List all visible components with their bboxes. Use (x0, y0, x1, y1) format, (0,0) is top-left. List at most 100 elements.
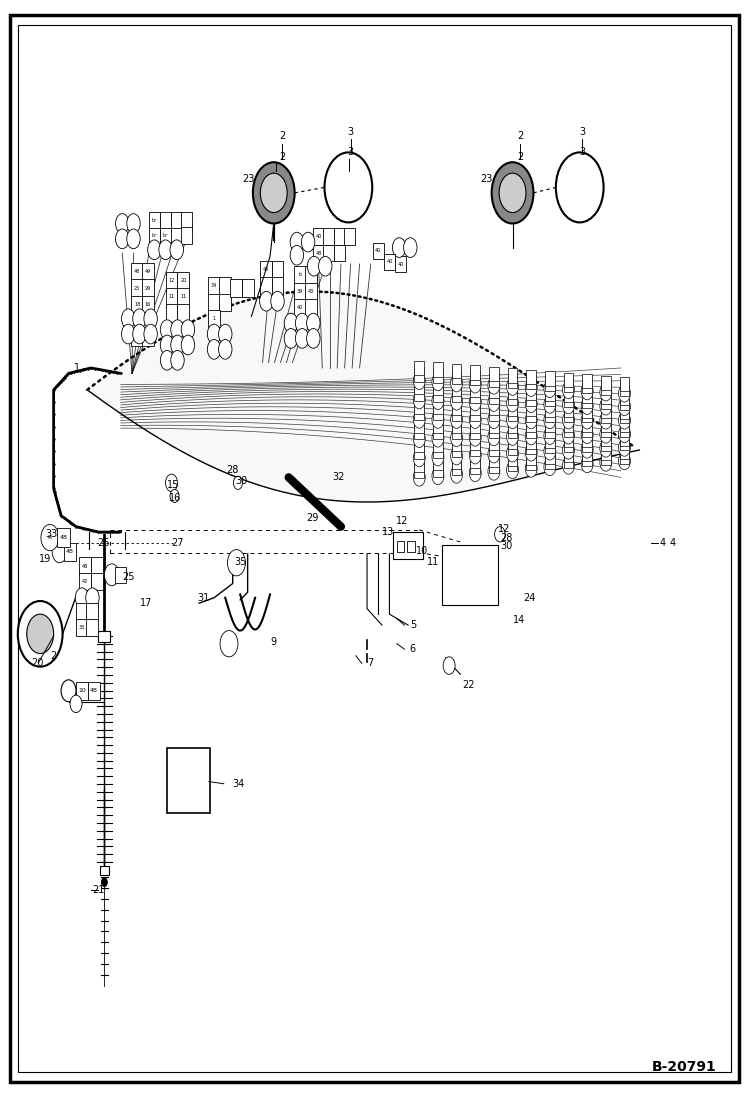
Circle shape (544, 427, 556, 444)
Bar (178, 272, 189, 290)
Text: 35: 35 (234, 556, 246, 567)
Circle shape (506, 395, 518, 412)
Bar (452, 419, 461, 433)
Circle shape (159, 240, 172, 260)
Bar (414, 438, 424, 452)
Bar (142, 329, 154, 346)
Circle shape (581, 426, 593, 443)
Circle shape (133, 325, 146, 343)
Bar (64, 543, 76, 561)
Circle shape (432, 392, 444, 409)
Circle shape (290, 233, 303, 252)
Bar (261, 261, 273, 279)
Circle shape (306, 329, 320, 348)
Bar (489, 453, 499, 467)
Text: 24: 24 (524, 592, 536, 602)
Text: 40: 40 (263, 267, 270, 272)
Bar (142, 280, 154, 297)
Bar (508, 407, 518, 421)
Circle shape (600, 426, 612, 443)
Bar (545, 433, 555, 448)
Bar (294, 267, 306, 284)
Bar (219, 294, 231, 312)
Bar (149, 212, 160, 228)
Bar (527, 418, 536, 432)
Bar (131, 280, 143, 297)
Text: 34: 34 (211, 283, 217, 289)
Circle shape (284, 329, 297, 348)
Bar (527, 386, 536, 400)
Bar (452, 406, 461, 420)
Bar (452, 425, 461, 439)
Text: R: R (48, 535, 52, 540)
Circle shape (470, 464, 481, 482)
Circle shape (488, 428, 500, 445)
Circle shape (556, 152, 604, 223)
Circle shape (261, 173, 287, 213)
Bar (115, 566, 127, 583)
Bar (181, 212, 192, 228)
Circle shape (171, 320, 184, 339)
Bar (619, 395, 629, 409)
Bar (208, 310, 220, 328)
Text: 4: 4 (660, 538, 666, 548)
Bar (545, 403, 555, 417)
Bar (414, 367, 424, 382)
Bar (242, 280, 254, 297)
Text: 9: 9 (270, 636, 276, 646)
Bar (88, 682, 100, 700)
Text: 7: 7 (367, 658, 373, 668)
Bar (582, 448, 592, 462)
Circle shape (443, 657, 455, 675)
Bar (508, 441, 518, 455)
Circle shape (404, 238, 417, 258)
Bar (619, 422, 629, 437)
Circle shape (284, 314, 297, 332)
Bar (414, 399, 424, 414)
Text: 27: 27 (171, 538, 184, 548)
Text: 10: 10 (78, 688, 86, 693)
Text: br: br (152, 217, 157, 223)
Text: 20: 20 (181, 278, 187, 283)
Bar (100, 866, 109, 874)
Bar (489, 407, 499, 421)
Circle shape (600, 411, 612, 429)
Circle shape (148, 240, 161, 260)
Text: 48: 48 (315, 250, 321, 256)
Circle shape (470, 375, 481, 393)
Text: b: b (298, 272, 301, 278)
Bar (619, 377, 629, 392)
Circle shape (228, 550, 246, 576)
Text: 28: 28 (227, 465, 239, 475)
Bar (545, 408, 555, 422)
Bar (489, 389, 499, 404)
Circle shape (220, 631, 238, 657)
Circle shape (115, 229, 129, 249)
Circle shape (75, 588, 88, 608)
Text: 30: 30 (500, 541, 512, 552)
Text: 12: 12 (497, 523, 510, 534)
Circle shape (432, 410, 444, 428)
Bar (433, 400, 443, 415)
Bar (313, 228, 324, 245)
Circle shape (432, 467, 444, 485)
Bar (619, 409, 629, 423)
Bar (601, 389, 610, 404)
Bar (601, 432, 610, 446)
Bar (373, 242, 383, 259)
Bar (619, 391, 629, 405)
Bar (527, 392, 536, 406)
Bar (545, 371, 555, 385)
Text: 19: 19 (39, 554, 51, 565)
Bar (489, 425, 499, 439)
Circle shape (451, 429, 463, 446)
Bar (433, 362, 443, 376)
Text: 15: 15 (167, 480, 180, 490)
Bar (131, 313, 143, 330)
Bar (393, 532, 423, 559)
Bar (208, 294, 220, 312)
Circle shape (619, 398, 631, 416)
Circle shape (562, 396, 574, 414)
Text: 2: 2 (517, 151, 523, 161)
Bar (489, 418, 499, 432)
